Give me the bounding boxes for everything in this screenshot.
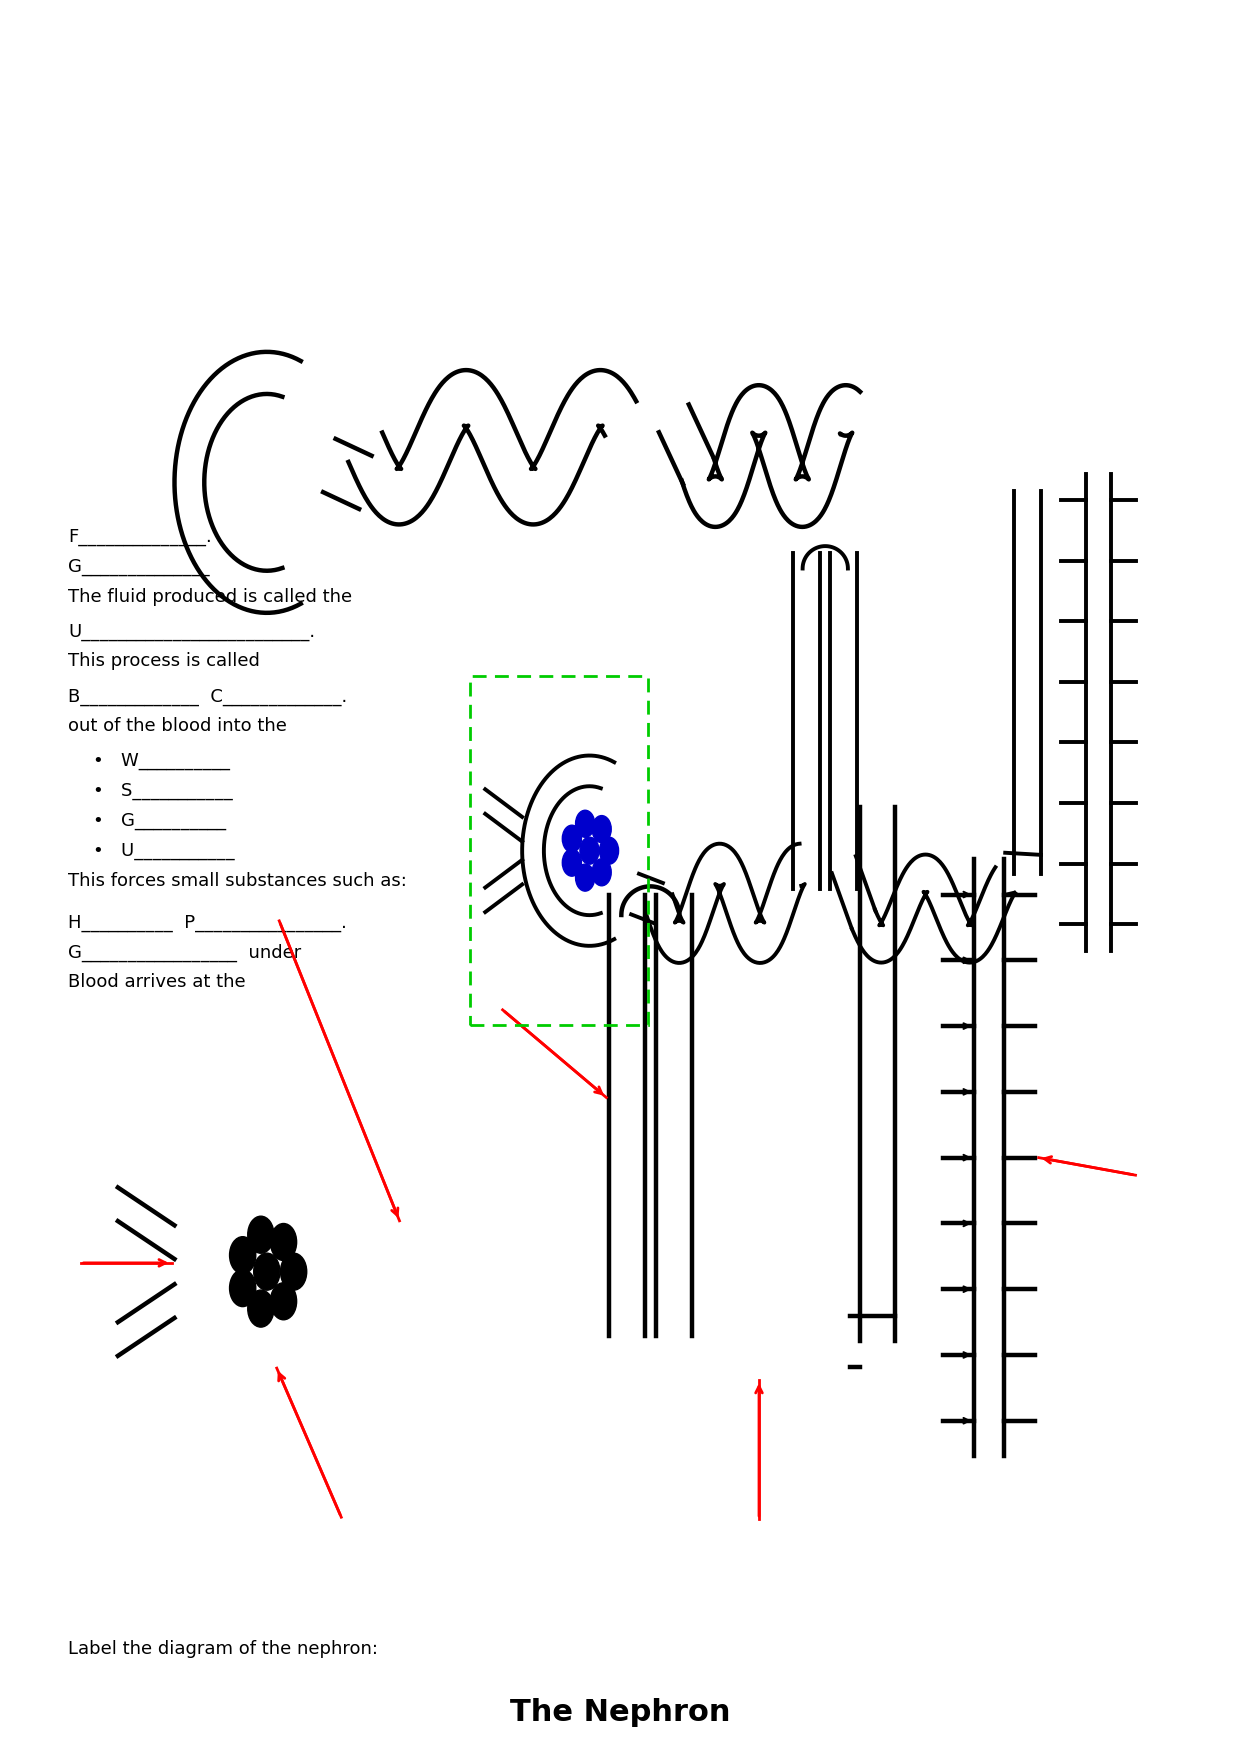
Text: This process is called: This process is called bbox=[68, 652, 261, 670]
Text: U_________________________.: U_________________________. bbox=[68, 623, 315, 640]
Circle shape bbox=[271, 1282, 297, 1319]
Text: •   U___________: • U___________ bbox=[93, 842, 235, 859]
Circle shape bbox=[562, 824, 582, 852]
Circle shape bbox=[248, 1289, 274, 1328]
Text: B_____________  C_____________.: B_____________ C_____________. bbox=[68, 688, 347, 705]
Circle shape bbox=[576, 865, 594, 891]
Text: F______________.: F______________. bbox=[68, 528, 212, 545]
Text: •   G__________: • G__________ bbox=[93, 812, 226, 830]
Circle shape bbox=[576, 810, 594, 837]
Text: G_________________  under: G_________________ under bbox=[68, 944, 302, 961]
Text: The Nephron: The Nephron bbox=[510, 1698, 731, 1728]
Circle shape bbox=[230, 1270, 256, 1307]
Text: The fluid produced is called the: The fluid produced is called the bbox=[68, 588, 352, 605]
Bar bbox=[470, 675, 648, 1024]
Text: H__________  P________________.: H__________ P________________. bbox=[68, 914, 347, 931]
Circle shape bbox=[592, 859, 612, 886]
Text: This forces small substances such as:: This forces small substances such as: bbox=[68, 872, 407, 889]
Circle shape bbox=[280, 1252, 307, 1291]
Circle shape bbox=[248, 1216, 274, 1254]
Circle shape bbox=[562, 849, 582, 877]
Circle shape bbox=[599, 837, 618, 865]
Circle shape bbox=[253, 1252, 280, 1291]
Text: •   W__________: • W__________ bbox=[93, 752, 230, 770]
Circle shape bbox=[271, 1224, 297, 1261]
Circle shape bbox=[580, 837, 599, 865]
Text: out of the blood into the: out of the blood into the bbox=[68, 717, 287, 735]
Circle shape bbox=[230, 1237, 256, 1273]
Text: G______________: G______________ bbox=[68, 558, 210, 575]
Text: Blood arrives at the: Blood arrives at the bbox=[68, 973, 246, 991]
Circle shape bbox=[592, 816, 612, 842]
Text: •   S___________: • S___________ bbox=[93, 782, 233, 800]
Text: Label the diagram of the nephron:: Label the diagram of the nephron: bbox=[68, 1640, 379, 1658]
